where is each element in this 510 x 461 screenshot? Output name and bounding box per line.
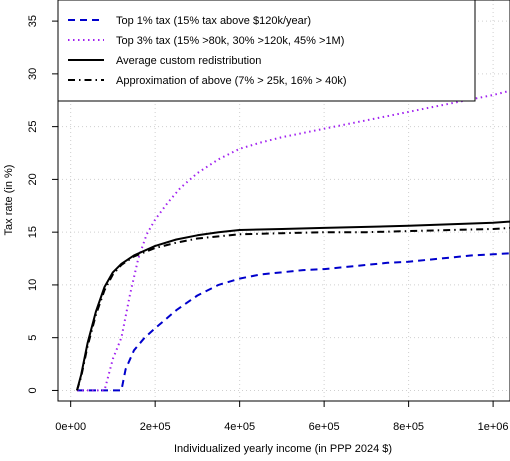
x-tick-label: 0e+00	[55, 421, 86, 433]
x-tick-label: 2e+05	[140, 421, 171, 433]
y-tick-label: 25	[27, 121, 39, 133]
x-axis: 0e+00 2e+05 4e+05 6e+05 8e+05 1e+06	[55, 401, 509, 433]
y-tick-label: 5	[27, 335, 39, 341]
series-line-1	[77, 252, 510, 392]
legend: Top 1% tax (15% tax above $120k/year) Top…	[57, 0, 476, 102]
x-tick-label: 4e+05	[224, 421, 255, 433]
y-tick-label: 30	[27, 68, 39, 80]
x-axis-label: Individualized yearly income (in PPP 202…	[174, 443, 392, 455]
y-tick-label: 15	[27, 226, 39, 238]
x-tick-label: 8e+05	[393, 421, 424, 433]
y-tick-label: 35	[27, 15, 39, 27]
series-line-4	[76, 226, 510, 391]
legend-box	[57, 0, 476, 102]
series-lines	[76, 89, 510, 392]
y-tick-label: 20	[27, 173, 39, 185]
y-axis-label: Tax rate (in %)	[3, 165, 15, 236]
x-tick-label: 1e+06	[478, 421, 509, 433]
y-tick-label: 0	[27, 387, 39, 393]
legend-label-2: Top 3% tax (15% >80k, 30% >120k, 45% >1M…	[116, 35, 344, 47]
series-line-2	[77, 89, 510, 392]
x-tick-label: 6e+05	[309, 421, 340, 433]
legend-label-3: Average custom redistribution	[116, 55, 261, 67]
y-tick-label: 10	[27, 279, 39, 291]
legend-label-1: Top 1% tax (15% tax above $120k/year)	[116, 15, 311, 27]
plot-frame	[57, 0, 510, 402]
y-axis: 0 5 10 15 20 25 30 35	[27, 15, 58, 394]
series-line-3	[76, 220, 510, 391]
legend-label-4: Approximation of above (7% > 25k, 16% > …	[116, 75, 347, 87]
